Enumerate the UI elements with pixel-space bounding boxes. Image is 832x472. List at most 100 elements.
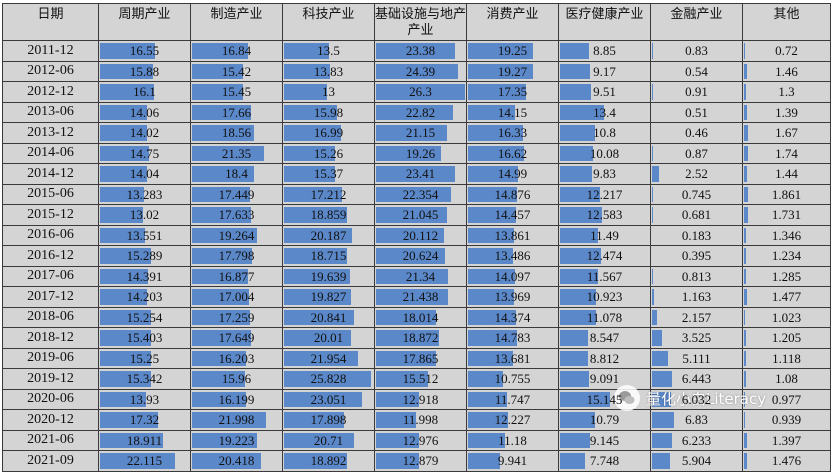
value-cell: 20.187 [283, 225, 375, 246]
value-cell: 14.99 [467, 164, 559, 185]
value-label: 9.941 [467, 451, 558, 470]
value-cell: 18.4 [191, 164, 283, 185]
value-label: 16.55 [99, 41, 190, 60]
value-cell: 19.827 [283, 287, 375, 308]
value-label: 10.8 [559, 123, 650, 142]
value-label: 12.918 [375, 390, 466, 409]
value-label: 10.923 [559, 287, 650, 306]
date-cell: 2016-12 [3, 246, 99, 267]
value-cell: 14.203 [99, 287, 191, 308]
value-label: 18.715 [283, 246, 374, 265]
value-label: 18.4 [191, 164, 282, 183]
value-cell: 12.879 [375, 451, 467, 472]
value-cell: 6.233 [651, 430, 743, 451]
value-cell: 17.633 [191, 205, 283, 226]
value-label: 8.547 [559, 328, 650, 347]
value-cell: 14.783 [467, 328, 559, 349]
value-cell: 8.85 [559, 41, 651, 62]
value-cell: 14.04 [99, 164, 191, 185]
value-cell: 26.3 [375, 82, 467, 103]
value-cell: 16.199 [191, 389, 283, 410]
value-cell: 21.34 [375, 266, 467, 287]
value-label: 16.877 [191, 267, 282, 286]
value-label: 5.111 [651, 349, 742, 368]
value-label: 0.745 [651, 185, 742, 204]
value-label: 13.5 [283, 41, 374, 60]
value-label: 15.96 [191, 369, 282, 388]
value-cell: 9.941 [467, 451, 559, 472]
value-label: 11.49 [559, 226, 650, 245]
value-cell: 0.46 [651, 123, 743, 144]
value-cell: 17.649 [191, 328, 283, 349]
value-label: 11.567 [559, 267, 650, 286]
value-label: 13.551 [99, 226, 190, 245]
value-cell: 13.681 [467, 348, 559, 369]
value-label: 0.51 [651, 103, 742, 122]
value-label: 14.02 [99, 123, 190, 142]
value-label: 22.354 [375, 185, 466, 204]
value-cell: 15.145 [559, 389, 651, 410]
value-label: 19.26 [375, 144, 466, 163]
date-cell: 2013-06 [3, 102, 99, 123]
value-label: 11.078 [559, 308, 650, 327]
value-label: 20.624 [375, 246, 466, 265]
value-label: 18.859 [283, 205, 374, 224]
column-header-5: 消费产业 [467, 4, 559, 41]
value-label: 11.747 [467, 390, 558, 409]
value-cell: 15.96 [191, 369, 283, 390]
value-cell: 18.859 [283, 205, 375, 226]
value-label: 9.17 [559, 62, 650, 81]
value-cell: 1.44 [743, 164, 831, 185]
value-label: 14.75 [99, 144, 190, 163]
date-cell: 2021-09 [3, 451, 99, 472]
value-cell: 9.83 [559, 164, 651, 185]
date-cell: 2014-12 [3, 164, 99, 185]
column-header-3: 科技产业 [283, 4, 375, 41]
value-label: 1.118 [743, 349, 830, 368]
value-label: 20.418 [191, 451, 282, 470]
value-label: 23.051 [283, 390, 374, 409]
value-cell: 1.3 [743, 82, 831, 103]
value-cell: 9.145 [559, 430, 651, 451]
date-cell: 2015-12 [3, 205, 99, 226]
value-cell: 10.923 [559, 287, 651, 308]
value-cell: 23.051 [283, 389, 375, 410]
column-header-8: 其他 [743, 4, 831, 41]
value-label: 1.861 [743, 185, 830, 204]
value-cell: 15.289 [99, 246, 191, 267]
value-label: 13.681 [467, 349, 558, 368]
value-label: 17.004 [191, 287, 282, 306]
value-label: 14.097 [467, 267, 558, 286]
value-cell: 6.83 [651, 410, 743, 431]
value-cell: 0.395 [651, 246, 743, 267]
value-cell: 18.911 [99, 430, 191, 451]
value-label: 6.233 [651, 431, 742, 450]
value-cell: 12.918 [375, 389, 467, 410]
value-label: 9.145 [559, 431, 650, 450]
value-cell: 11.18 [467, 430, 559, 451]
value-label: 11.998 [375, 410, 466, 429]
value-label: 23.41 [375, 164, 466, 183]
column-header-4: 基础设施与地产产业 [375, 4, 467, 41]
value-label: 1.285 [743, 267, 830, 286]
value-cell: 1.285 [743, 266, 831, 287]
value-label: 1.163 [651, 287, 742, 306]
value-label: 15.289 [99, 246, 190, 265]
value-label: 0.54 [651, 62, 742, 81]
value-cell: 15.37 [283, 164, 375, 185]
value-label: 2.52 [651, 164, 742, 183]
date-cell: 2017-12 [3, 287, 99, 308]
value-label: 1.346 [743, 226, 830, 245]
value-label: 20.01 [283, 328, 374, 347]
value-label: 18.014 [375, 308, 466, 327]
value-cell: 13.551 [99, 225, 191, 246]
value-label: 3.525 [651, 328, 742, 347]
value-label: 0.87 [651, 144, 742, 163]
value-cell: 1.234 [743, 246, 831, 267]
date-cell: 2016-06 [3, 225, 99, 246]
value-label: 13.4 [559, 103, 650, 122]
value-cell: 23.41 [375, 164, 467, 185]
